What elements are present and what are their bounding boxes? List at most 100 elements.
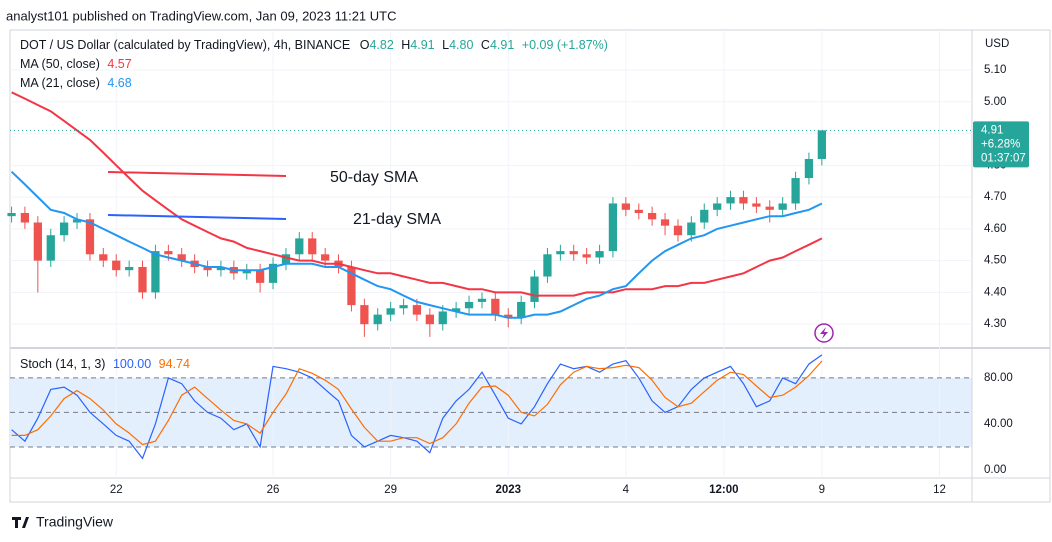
candle-body [138,266,147,293]
ohlc-label: C [481,38,490,52]
candle-body [112,260,121,271]
x-tick-label: 26 [267,484,280,496]
candle-body [791,178,800,204]
x-tick-label: 29 [384,484,397,496]
ohlc-value: 4.91 [410,38,434,52]
candle-body [308,238,317,255]
title: DOT / US Dollar (calculated by TradingVi… [20,38,350,52]
ohlc-value: 4.91 [490,38,514,52]
ma-legend: MA (50, close) 4.57 [20,57,132,71]
candle-body [804,158,814,179]
candle-body [778,203,787,210]
stoch-name: Stoch (14, 1, 3) [20,357,105,371]
ma-value: 4.57 [107,57,131,71]
grid [10,30,972,478]
candle-body [281,254,291,264]
candle-body [634,209,643,213]
stoch-line [11,360,823,446]
candle-body [125,266,134,271]
candle-body [556,251,565,255]
candle-body [765,206,774,210]
candle-body [569,251,578,255]
candle-body [543,254,552,277]
stoch-legend: Stoch (14, 1, 3) 100.00 94.74 [20,357,190,371]
last-price-label: 4.91 [981,124,1003,136]
ma-value: 4.68 [107,76,131,90]
footer-logo: TradingView [12,514,114,530]
stoch-tick-label: 80.00 [984,372,1013,384]
ohlc-value: 4.80 [449,38,473,52]
candle-body [752,203,761,207]
x-tick-label: 9 [819,484,825,496]
candle-body [530,276,539,302]
candle-body [477,298,487,302]
annotation-line [107,171,287,177]
footer-text: TradingView [36,514,114,530]
candle-body [687,222,696,236]
x-tick-label: 22 [110,484,123,496]
annotation: 21-day SMA [353,211,441,228]
candle-body [647,212,657,220]
candle-body [321,254,330,261]
candle-body [660,219,670,226]
moving-average [10,170,823,319]
candle-body [438,311,447,325]
ma-legend: MA (21, close) 4.68 [20,76,132,90]
candle-body [713,203,722,210]
candle-body [164,251,173,255]
annotation-line [107,214,287,220]
ohlc-label: O [360,38,370,52]
published-note: analyst101 published on TradingView.com,… [6,8,397,23]
ohlc-label: H [401,38,410,52]
candle-body [373,314,382,325]
candle-body [817,130,826,159]
stoch-tick-label: 40.00 [984,418,1013,430]
candle-body [451,308,461,312]
candle-body [517,301,526,318]
candle-body [621,203,630,210]
candle-body [360,305,369,325]
last-price-label: 01:37:07 [981,152,1026,164]
candle-body [595,251,604,258]
candle-body [347,266,356,306]
moving-average [11,91,823,297]
ohlc-value: 4.82 [369,38,393,52]
last-price-label: +6.28% [981,138,1020,150]
candle-body [399,305,408,309]
x-tick-label: 4 [623,484,630,496]
y-tick-label: 5.10 [984,64,1006,76]
ohlc-label: L [442,38,449,52]
candle-body [151,251,160,293]
x-tick-label: 12 [933,484,946,496]
candle-body [295,238,304,255]
stoch-tick-label: 0.00 [984,464,1006,476]
stoch-line [11,354,823,460]
y-tick-label: 4.30 [984,318,1006,330]
candle-body [203,266,212,271]
candle-body [177,254,186,261]
chart-title: DOT / US Dollar (calculated by TradingVi… [20,38,608,52]
y-tick-label: 5.00 [984,96,1006,108]
candle-body [33,222,42,261]
stoch-d-value: 94.74 [159,357,190,371]
ma-name: MA (21, close) [20,76,100,90]
candle-body [491,298,500,315]
event-icon[interactable] [814,323,834,343]
candle-body [582,254,591,258]
stoch-k-value: 100.00 [113,357,151,371]
x-tick-label: 2023 [495,484,521,496]
plot [7,91,972,460]
y-tick-label: 4.70 [984,191,1006,203]
candle-body [425,314,434,325]
candle-body [608,203,618,252]
candle-body [739,197,748,204]
candle-body [99,254,108,261]
candle-body [85,219,95,255]
y-tick-label: 4.40 [984,286,1006,298]
candle-body [412,305,422,315]
annotation: 50-day SMA [330,169,418,186]
ma-name: MA (50, close) [20,57,100,71]
